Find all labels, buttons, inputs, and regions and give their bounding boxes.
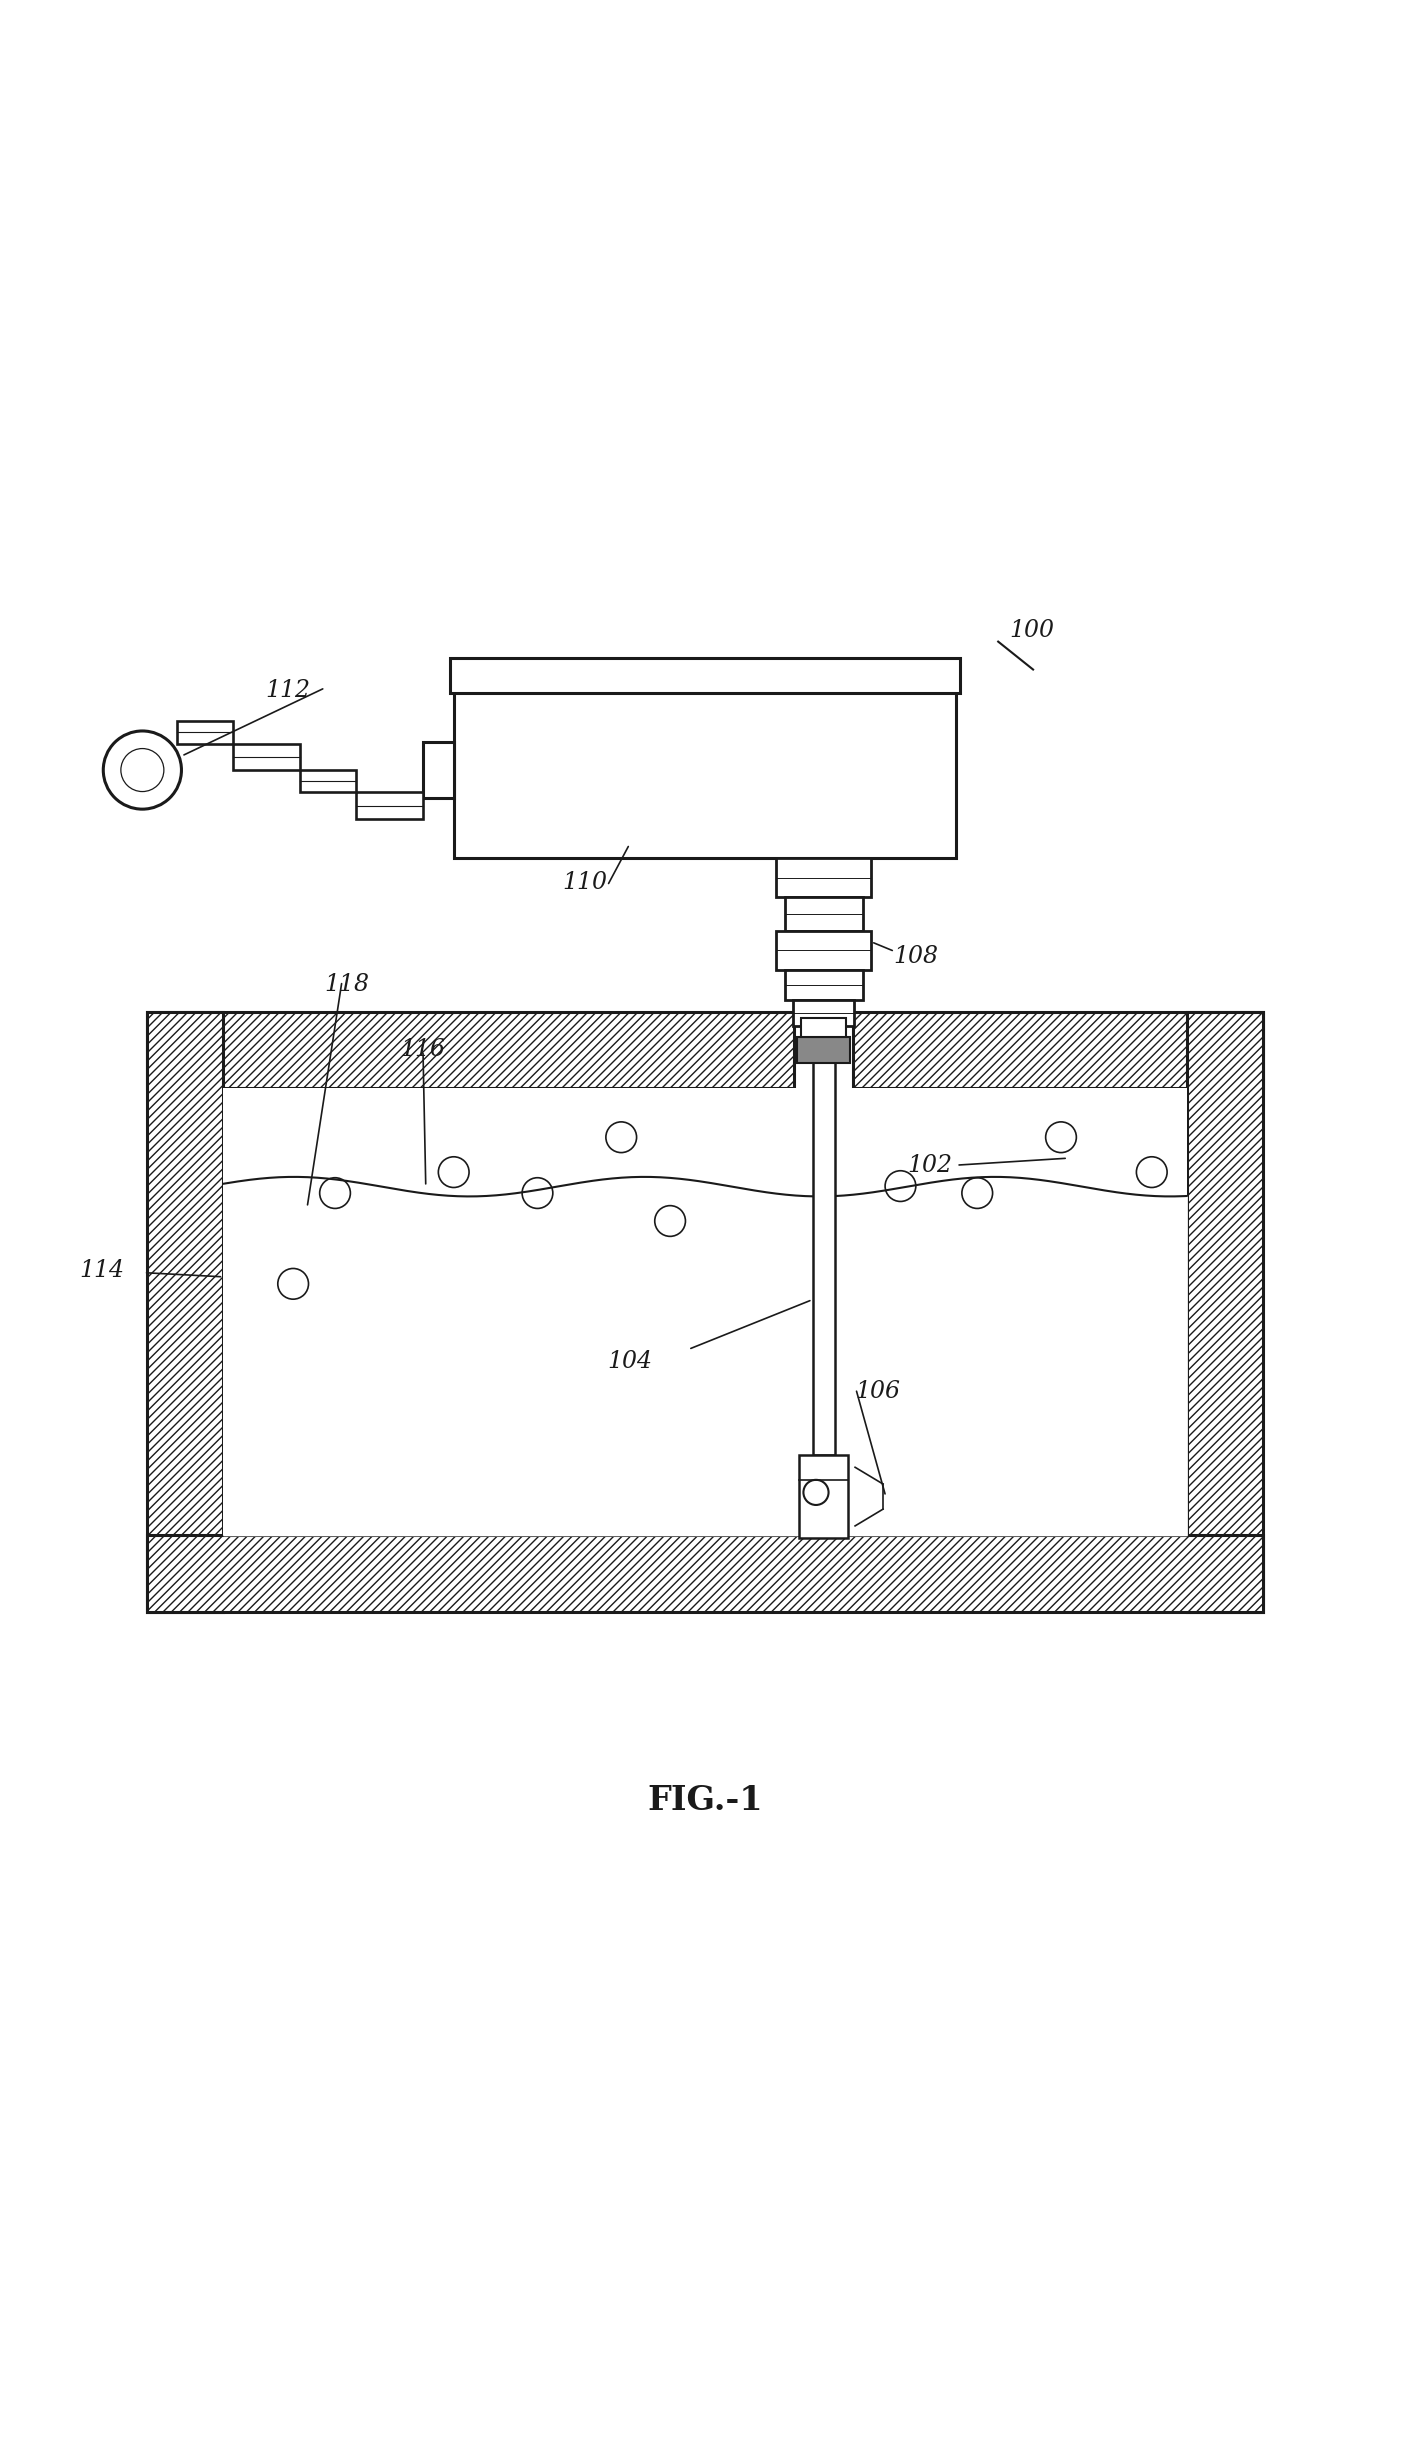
Text: 104: 104 [608, 1350, 653, 1372]
Text: 112: 112 [265, 679, 310, 703]
Bar [423, 742, 454, 799]
Text: 100: 100 [1010, 620, 1055, 642]
Text: 108: 108 [894, 945, 939, 967]
Bar [797, 1038, 850, 1062]
Text: FIG.-1: FIG.-1 [647, 1785, 763, 1817]
Bar [853, 1011, 1263, 1089]
Text: 116: 116 [400, 1038, 446, 1062]
Bar [792, 1001, 854, 1026]
Bar [450, 659, 960, 694]
Text: 102: 102 [908, 1155, 952, 1177]
Text: 118: 118 [324, 972, 369, 996]
Text: 110: 110 [563, 872, 608, 894]
Bar [812, 1011, 835, 1455]
Bar [355, 791, 423, 818]
Bar [801, 1018, 846, 1038]
Bar [147, 1011, 794, 1089]
Bar [776, 930, 871, 969]
Bar [233, 742, 300, 769]
Text: 106: 106 [856, 1380, 901, 1404]
Bar [812, 1011, 835, 1026]
Bar [454, 662, 956, 857]
Text: 114: 114 [79, 1258, 124, 1282]
Bar [776, 857, 871, 896]
Bar [799, 1455, 847, 1538]
Bar [147, 1011, 223, 1612]
Bar [178, 720, 233, 742]
Bar [784, 969, 863, 1001]
Bar [784, 896, 863, 930]
Bar [1187, 1011, 1263, 1612]
Bar [223, 1089, 1187, 1536]
Bar [147, 1536, 1263, 1612]
Bar [300, 769, 355, 791]
